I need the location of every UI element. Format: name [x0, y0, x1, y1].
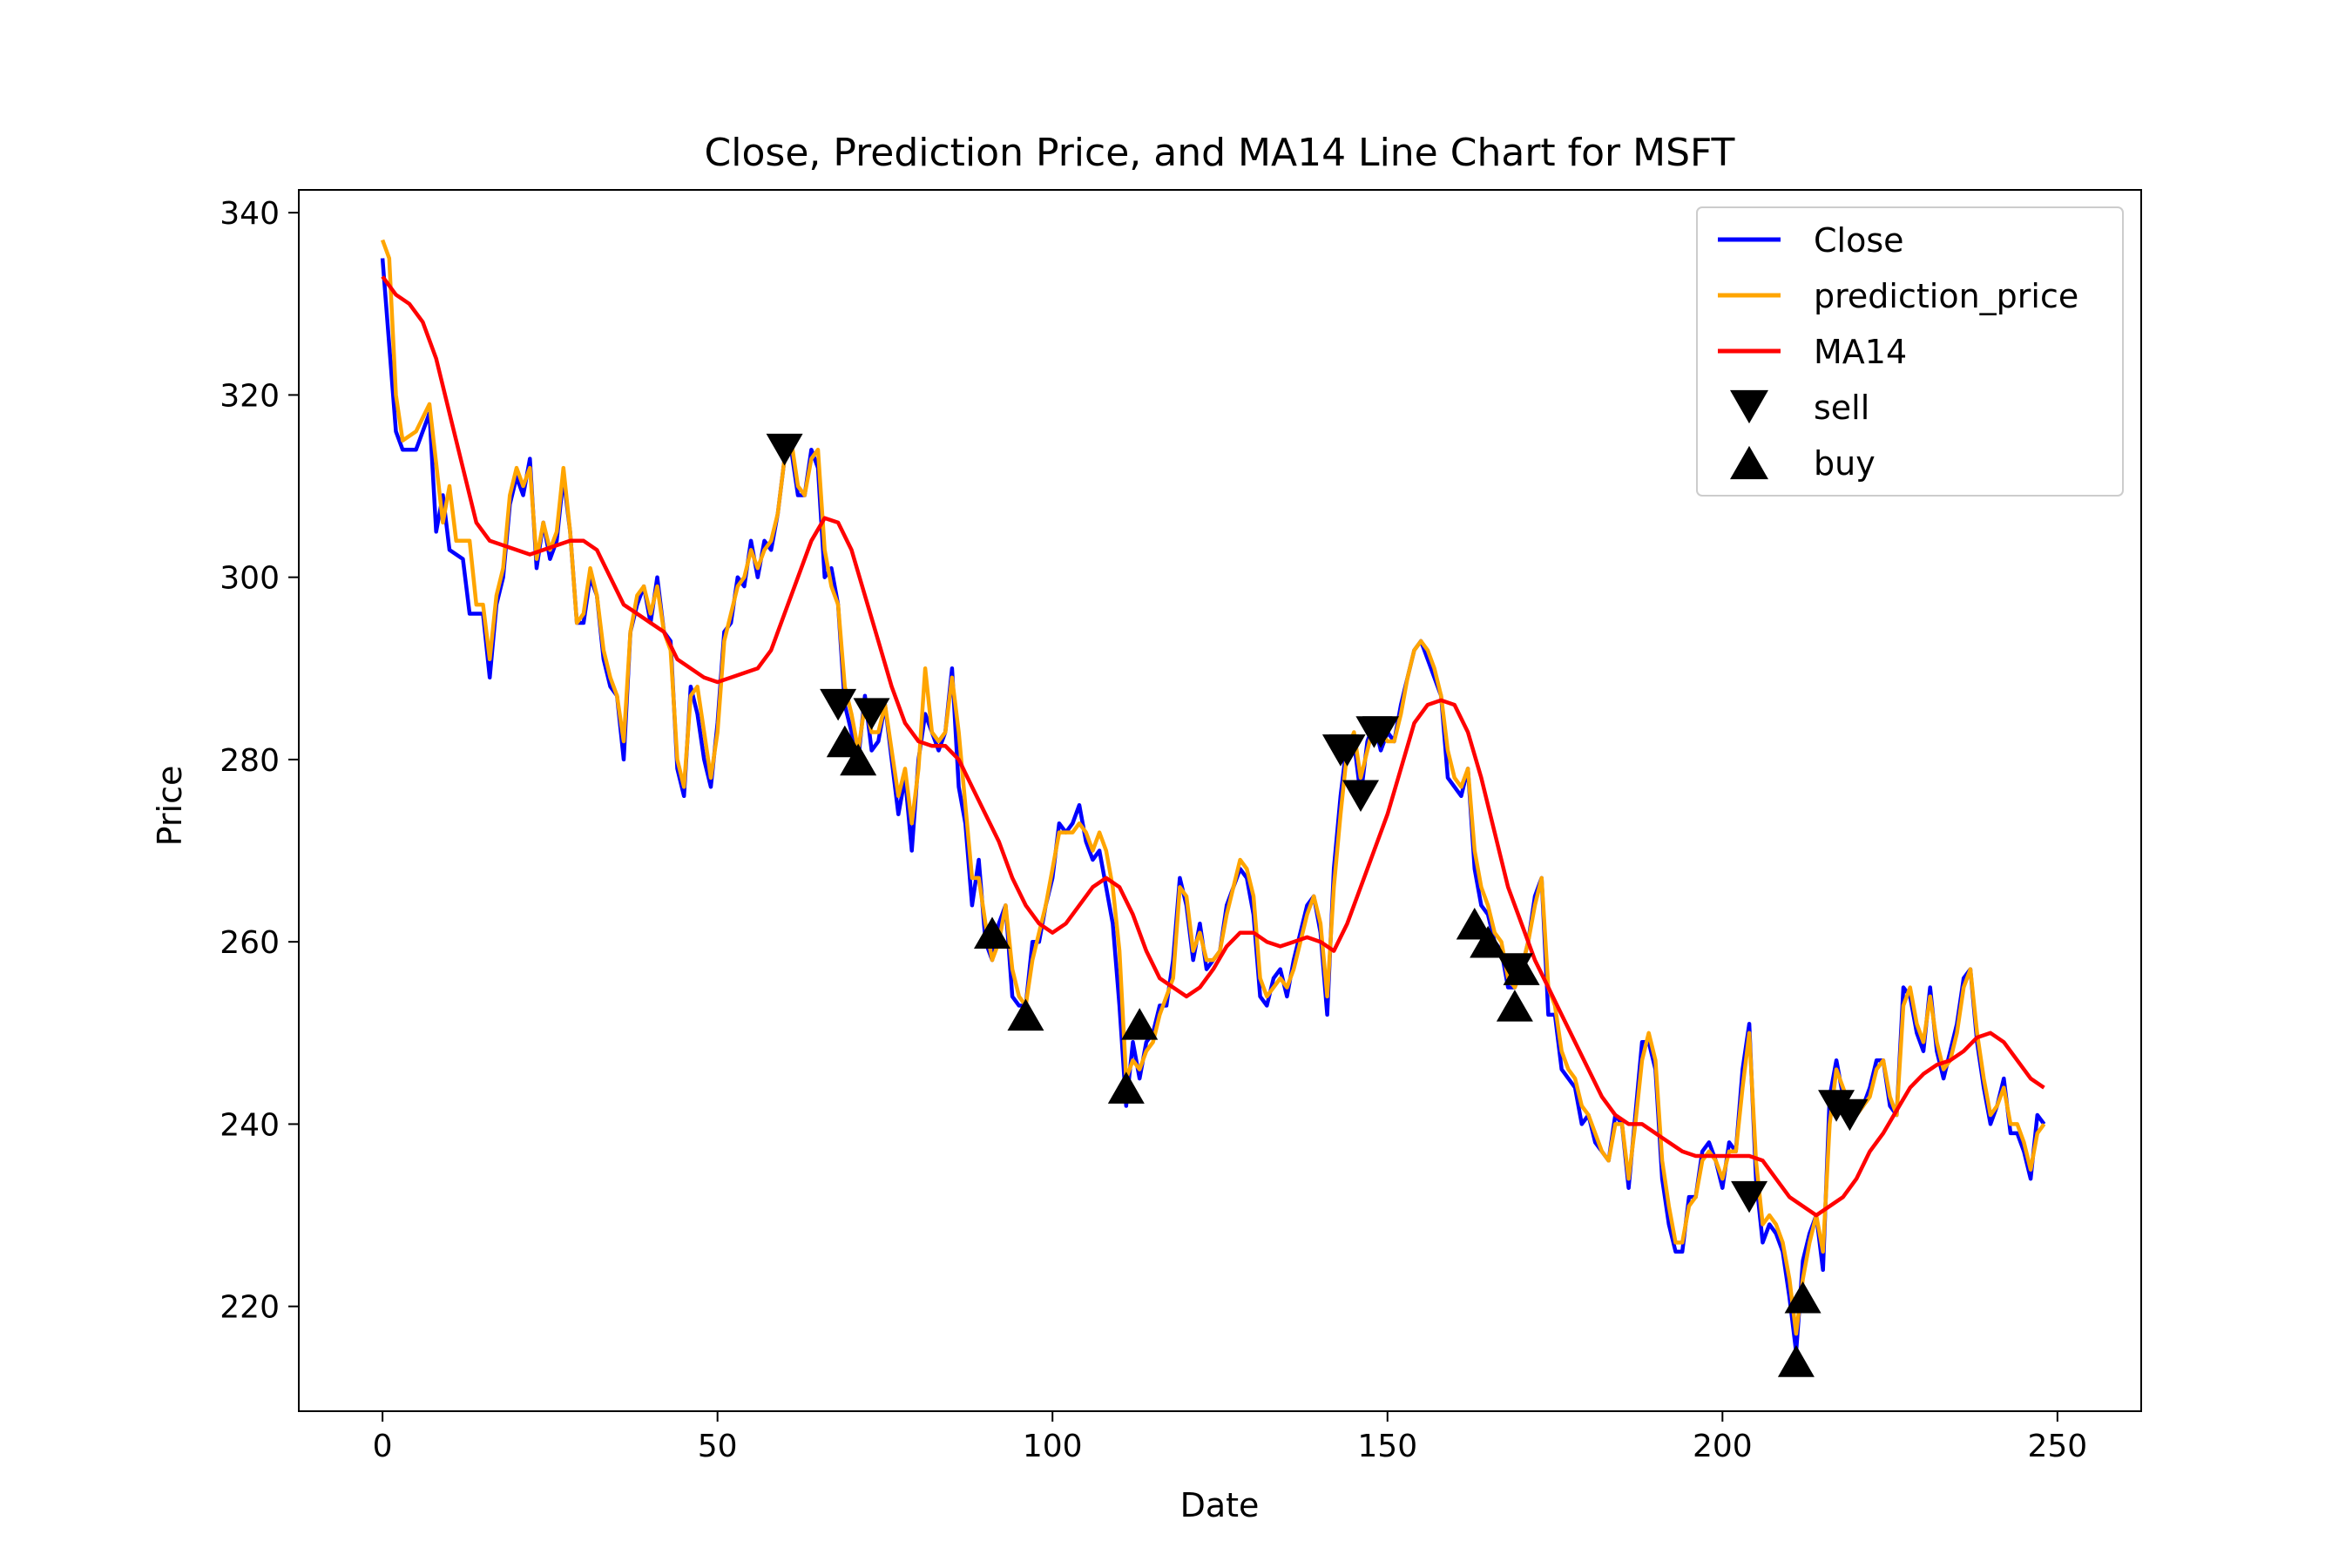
y-tick-label: 340	[220, 196, 280, 232]
sell-marker	[1731, 1180, 1768, 1213]
buy-marker	[1496, 990, 1533, 1022]
sell-marker	[1831, 1098, 1869, 1132]
plot-area-frame	[298, 189, 2142, 1412]
x-tick-label: 250	[2028, 1429, 2088, 1464]
sell-marker	[1328, 734, 1366, 767]
buy-marker	[1784, 1281, 1821, 1314]
buy-marker	[840, 743, 877, 776]
buy-marker	[1777, 1345, 1815, 1377]
y-tick-label: 260	[220, 925, 280, 961]
legend-swatch-buy	[1730, 445, 1768, 480]
legend-label: Close	[1814, 221, 1904, 260]
legend-label: sell	[1814, 389, 1869, 427]
x-tick-label: 100	[1023, 1429, 1083, 1464]
chart-title: Close, Prediction Price, and MA14 Line C…	[705, 131, 1735, 175]
legend-frame	[1696, 206, 2124, 497]
buy-marker	[1121, 1008, 1159, 1040]
prediction-price-line	[380, 239, 2046, 1336]
legend-label: prediction_price	[1814, 277, 2078, 315]
plot-markers	[766, 433, 1869, 1377]
y-tick-label: 220	[220, 1290, 280, 1326]
legend-swatch-sell	[1730, 389, 1768, 424]
y-tick-label: 320	[220, 378, 280, 414]
buy-marker	[1107, 1071, 1145, 1104]
y-tick-label: 300	[220, 561, 280, 597]
buy-marker	[826, 725, 863, 758]
y-axis: 220 240 260 280 300 320 340	[220, 196, 299, 1326]
legend-label: buy	[1814, 444, 1876, 483]
x-tick-label: 150	[1357, 1429, 1417, 1464]
plot-lines	[380, 239, 2046, 1355]
buy-marker	[1503, 953, 1540, 985]
buy-marker	[1007, 998, 1044, 1031]
ma14-line	[381, 275, 2045, 1218]
y-tick-label: 240	[220, 1107, 280, 1143]
legend-item-ma14: MA14	[1718, 333, 1907, 371]
buy-marker	[974, 916, 1011, 949]
legend-item-prediction-price: prediction_price	[1718, 277, 2078, 315]
sell-marker	[1342, 780, 1380, 813]
x-tick-label: 0	[373, 1429, 393, 1464]
legend-item-close: Close	[1718, 221, 1904, 260]
x-tick-label: 200	[1693, 1429, 1753, 1464]
y-tick-label: 280	[220, 743, 280, 779]
buy-marker	[1456, 907, 1493, 940]
legend-item-buy: buy	[1730, 444, 1876, 483]
sell-marker	[853, 698, 890, 730]
legend-label: MA14	[1814, 333, 1907, 371]
x-axis-label: Date	[1180, 1486, 1260, 1524]
sell-marker	[766, 433, 803, 466]
sell-marker	[820, 688, 857, 721]
buy-marker	[1470, 925, 1507, 958]
sell-marker	[1362, 716, 1400, 748]
legend-item-sell: sell	[1730, 389, 1869, 427]
x-axis: 0 50 100 150 200 250	[373, 1411, 2088, 1464]
legend: Close prediction_price MA14 sell buy	[1696, 206, 2124, 497]
y-axis-label: Price	[151, 766, 189, 847]
x-tick-label: 50	[698, 1429, 738, 1464]
